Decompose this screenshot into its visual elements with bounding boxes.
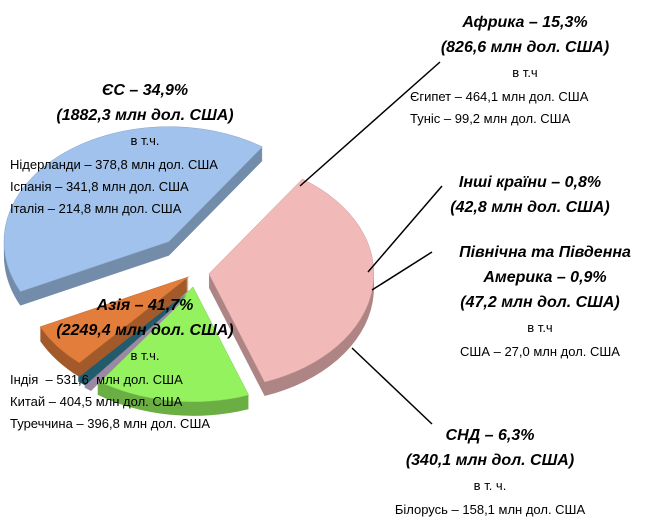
slice-detail: Білорусь – 158,1 млн дол. США	[394, 502, 586, 517]
slice-subheading: в т.ч	[512, 65, 538, 80]
slice-detail: Іспанія – 341,8 млн дол. США	[10, 179, 189, 194]
slice	[3, 126, 263, 292]
slice-subheading: в т.ч	[527, 320, 553, 335]
slice-label: СНД – 6,3% (340,1 млн дол. США) в т. ч. Біл…	[370, 423, 610, 521]
leader-lines	[299, 61, 443, 425]
slice-heading: ЄС – 34,9%	[101, 82, 189, 99]
slice-label: Інші країни – 0,8% (42,8 млн дол. США)	[420, 170, 640, 220]
slice-subheading: в т.ч.	[130, 348, 160, 363]
slice-detail: Китай – 404,5 млн дол. США	[10, 394, 183, 409]
slice-amount: (826,6 млн дол. США)	[440, 39, 610, 56]
slice-detail: Нідерланди – 378,8 млн дол. США	[10, 157, 218, 172]
slice-amount: (2249,4 млн дол. США)	[56, 322, 234, 339]
slice-detail: Туніс – 99,2 млн дол. США	[410, 111, 571, 126]
slice-subheading: в т.ч.	[130, 133, 160, 148]
slice	[96, 286, 250, 403]
slice-detail: Туреччина – 396,8 млн дол. США	[10, 416, 211, 431]
slice-heading: Північна та Південна Америка – 0,9%	[459, 244, 631, 286]
slice-amount: (47,2 млн дол. США)	[460, 294, 620, 311]
leader-line	[367, 185, 443, 273]
leader-line	[299, 61, 441, 187]
slice-heading: СНД – 6,3%	[445, 427, 535, 444]
slice-detail: США – 27,0 млн дол. США	[460, 344, 620, 359]
slice-amount: (42,8 млн дол. США)	[450, 199, 610, 216]
slice-detail: Індія – 531,6 млн дол. США	[10, 372, 183, 387]
slice-label: Африка – 15,3% (826,6 млн дол. США) в т.ч Є…	[400, 10, 647, 130]
slice-subheading: в т. ч.	[473, 478, 507, 493]
slice-amount: (1882,3 млн дол. США)	[56, 107, 234, 124]
leader-line	[351, 347, 433, 425]
slice-heading: Інші країни – 0,8%	[458, 174, 602, 191]
slice	[208, 178, 375, 383]
slice-label: Північна та Південна Америка – 0,9% (47,2…	[420, 240, 647, 363]
leader-line	[371, 251, 433, 291]
slice-label: Азія – 41,7% (2249,4 млн дол. США) в т.ч. І…	[10, 293, 280, 435]
slice-detail: Італія – 214,8 млн дол. США	[10, 201, 182, 216]
slice-heading: Азія – 41,7%	[96, 297, 194, 314]
slice-amount: (340,1 млн дол. США)	[405, 452, 575, 469]
slice	[39, 276, 189, 364]
slice-label: ЄС – 34,9% (1882,3 млн дол. США) в т.ч. Нід…	[10, 78, 280, 220]
slice-detail: Єгипет – 464,1 млн дол. США	[410, 89, 589, 104]
slice-heading: Африка – 15,3%	[462, 14, 588, 31]
